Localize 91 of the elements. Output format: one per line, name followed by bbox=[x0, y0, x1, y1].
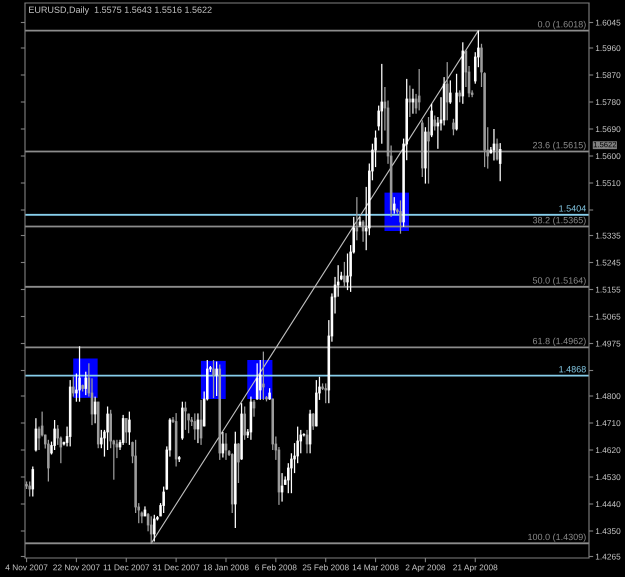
candlestick bbox=[306, 429, 308, 454]
candlestick bbox=[446, 61, 449, 121]
candlestick bbox=[312, 412, 315, 431]
y-tick-label: 1.5780 bbox=[596, 99, 620, 106]
candlestick bbox=[458, 90, 461, 103]
y-tick-label: 1.5510 bbox=[596, 180, 620, 186]
y-tick-label: 1.5335 bbox=[596, 232, 620, 239]
candlestick bbox=[358, 216, 362, 228]
candlestick bbox=[356, 196, 358, 241]
candlestick bbox=[194, 412, 196, 440]
candlestick bbox=[32, 466, 34, 498]
candlestick bbox=[150, 516, 152, 544]
candlestick bbox=[430, 103, 433, 138]
y-tick-label: 1.4350 bbox=[596, 528, 620, 534]
ref-line-label: 0.0 (1.6018) bbox=[538, 20, 586, 30]
x-tick-label: 31 Dec 2007 bbox=[152, 564, 200, 570]
candlestick bbox=[452, 118, 455, 136]
y-tick-label: 1.5065 bbox=[596, 314, 620, 320]
candlestick bbox=[258, 359, 262, 401]
ref-line-label: 1.5404 bbox=[559, 205, 586, 212]
candlestick bbox=[252, 399, 256, 418]
candlestick bbox=[392, 196, 396, 214]
y-tick-label: 1.4265 bbox=[596, 554, 620, 560]
candlestick bbox=[362, 220, 364, 242]
ref-line-label: 1.4868 bbox=[559, 366, 586, 372]
y-tick-label: 1.4800 bbox=[596, 393, 620, 400]
candlestick bbox=[222, 431, 224, 458]
candlestick bbox=[78, 346, 81, 402]
y-tick-label: 1.5960 bbox=[596, 45, 620, 52]
candlestick bbox=[380, 63, 384, 144]
candlestick bbox=[243, 406, 246, 440]
candlestick bbox=[128, 410, 131, 446]
candlestick bbox=[34, 418, 38, 452]
candlestick bbox=[449, 80, 452, 104]
candlestick bbox=[212, 359, 215, 399]
y-tick-label: 1.4620 bbox=[596, 447, 620, 454]
y-tick-label: 1.5245 bbox=[596, 260, 620, 266]
x-tick-label: 2 Apr 2008 bbox=[406, 564, 446, 572]
candlestick bbox=[492, 128, 496, 162]
ref-line-label: 23.6 (1.5615) bbox=[532, 142, 586, 150]
candlestick bbox=[268, 388, 271, 401]
candlestick bbox=[418, 68, 420, 112]
y-tick-label: 1.5600 bbox=[596, 153, 620, 160]
candlestick bbox=[28, 480, 31, 498]
ref-line-label: 61.8 (1.4962) bbox=[532, 338, 586, 346]
x-tick-label: 18 Jan 2008 bbox=[204, 564, 249, 570]
candlestick bbox=[237, 442, 240, 484]
y-tick-label: 1.4530 bbox=[596, 474, 620, 480]
candlestick bbox=[343, 261, 346, 288]
candlestick bbox=[153, 514, 156, 542]
candlestick bbox=[399, 200, 402, 234]
ref-line-label: 38.2 (1.5365) bbox=[532, 216, 586, 226]
x-tick-label: 22 Nov 2007 bbox=[53, 564, 100, 570]
candlestick bbox=[262, 350, 265, 401]
candlestick bbox=[144, 506, 146, 517]
candlestick bbox=[324, 382, 327, 404]
candlestick bbox=[408, 84, 412, 118]
candlestick bbox=[498, 142, 502, 182]
candlestick bbox=[215, 360, 218, 397]
y-tick-label: 1.4440 bbox=[596, 501, 620, 508]
y-tick-label: 1.5870 bbox=[596, 72, 620, 78]
ref-line-label: 100.0 (1.4309) bbox=[528, 533, 586, 542]
candlestick bbox=[184, 401, 187, 431]
candlestick bbox=[196, 412, 200, 444]
candlestick bbox=[496, 138, 498, 162]
y-tick-label: 1.4710 bbox=[596, 420, 620, 426]
candlestick bbox=[53, 419, 56, 451]
candlestick bbox=[412, 88, 414, 114]
ref-line-label: 50.0 (1.5164) bbox=[532, 276, 586, 286]
y-tick-label: 1.6045 bbox=[596, 20, 620, 26]
candlestick bbox=[256, 362, 258, 401]
y-tick-label: 1.5690 bbox=[596, 126, 620, 132]
y-tick-label: 1.5155 bbox=[596, 286, 620, 293]
candlestick bbox=[124, 418, 128, 444]
candlestick bbox=[427, 116, 430, 184]
candlestick bbox=[200, 399, 202, 446]
candlestick bbox=[122, 414, 124, 446]
x-tick-label: 6 Feb 2008 bbox=[255, 564, 297, 570]
candlestick bbox=[72, 376, 75, 398]
candlestick bbox=[84, 371, 88, 396]
chart-title: EURUSD,Daily 1.5575 1.5643 1.5516 1.5622 bbox=[29, 6, 212, 15]
x-tick-label: 4 Nov 2007 bbox=[5, 564, 48, 570]
x-tick-label: 11 Dec 2007 bbox=[104, 564, 150, 570]
x-tick-label: 21 Apr 2008 bbox=[453, 564, 498, 572]
x-tick-label: 14 Mar 2008 bbox=[352, 564, 399, 570]
candlestick bbox=[94, 396, 96, 424]
y-tick-label: 1.4975 bbox=[596, 340, 620, 347]
candlestick bbox=[280, 472, 284, 502]
candlestick bbox=[433, 114, 436, 132]
x-tick-label: 25 Feb 2008 bbox=[302, 564, 349, 570]
candlestick bbox=[224, 432, 228, 461]
